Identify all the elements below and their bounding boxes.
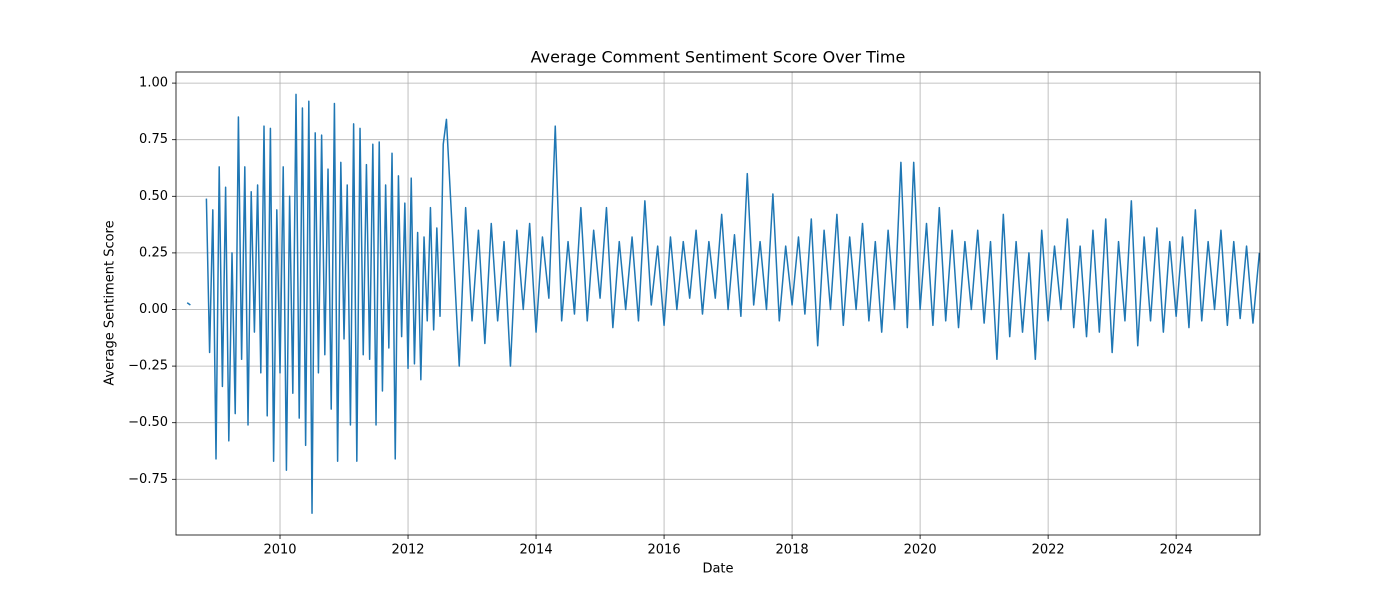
y-tick-label: 0.00 xyxy=(139,302,168,317)
x-tick-label: 2018 xyxy=(776,543,809,558)
y-tick-label: 0.50 xyxy=(139,189,168,204)
y-tick-label: −0.75 xyxy=(128,472,168,487)
y-tick-label: −0.25 xyxy=(128,359,168,374)
y-axis-label: Average Sentiment Score xyxy=(103,220,118,385)
data-line xyxy=(186,93,1261,515)
x-tick-label: 2024 xyxy=(1160,543,1193,558)
plot-frame xyxy=(175,71,1261,536)
x-tick-label: 2010 xyxy=(263,543,296,558)
chart-title: Average Comment Sentiment Score Over Tim… xyxy=(531,48,906,67)
x-axis-label: Date xyxy=(702,562,733,577)
y-tick-label: −0.50 xyxy=(128,415,168,430)
y-tick-label: 1.00 xyxy=(139,76,168,91)
x-tick-label: 2022 xyxy=(1032,543,1065,558)
x-tick-label: 2020 xyxy=(904,543,937,558)
y-tick-label: 0.25 xyxy=(139,245,168,260)
x-tick-label: 2014 xyxy=(520,543,553,558)
x-tick-label: 2016 xyxy=(648,543,681,558)
y-tick-label: 0.75 xyxy=(139,132,168,147)
x-tick-label: 2012 xyxy=(391,543,424,558)
